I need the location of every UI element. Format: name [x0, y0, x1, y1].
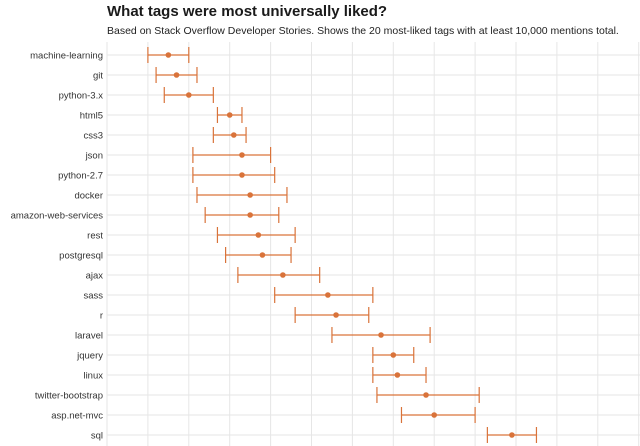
point-laravel [378, 332, 384, 338]
point-sql [509, 432, 515, 438]
y-axis-labels: machine-learning git python-3.x html5 css3 js… [11, 51, 104, 442]
point-postgresql [259, 252, 266, 258]
y-tick-label: twitter-bootstrap [35, 391, 103, 402]
point-json [239, 152, 245, 158]
point-jquery [390, 352, 397, 358]
y-tick-label: r [100, 311, 103, 322]
y-tick-label: asp.net-mvc [51, 411, 103, 422]
grid-layer [106, 42, 640, 446]
point-git [173, 72, 180, 78]
y-tick-label: docker [74, 191, 103, 202]
y-tick-label: laravel [75, 331, 103, 342]
y-tick-label: jquery [76, 351, 103, 362]
y-tick-label: machine-learning [30, 51, 103, 62]
point-machine-learning [165, 52, 172, 58]
point-sass [325, 292, 331, 298]
point-r [333, 312, 339, 318]
y-tick-label: css3 [83, 131, 103, 142]
y-tick-label: sql [91, 431, 103, 442]
point-asp.net-mvc [431, 412, 438, 418]
point-twitter-bootstrap [423, 392, 429, 398]
point-python-2.7 [239, 172, 245, 178]
point-python-3.x [186, 92, 192, 98]
y-tick-label: python-2.7 [58, 171, 103, 182]
y-tick-label: git [93, 71, 103, 82]
point-docker [247, 192, 253, 198]
point-rest [255, 232, 262, 238]
y-tick-label: linux [83, 371, 103, 382]
y-tick-label: ajax [86, 271, 104, 282]
y-tick-label: postgresql [59, 251, 103, 262]
chart-title: What tags were most universally liked? [107, 3, 388, 20]
data-marks [147, 47, 538, 443]
y-tick-label: amazon-web-services [11, 211, 104, 222]
chart-subtitle: Based on Stack Overflow Developer Storie… [107, 25, 619, 37]
y-tick-label: python-3.x [59, 91, 104, 102]
y-tick-label: json [85, 151, 103, 162]
point-css3 [230, 132, 237, 138]
point-ajax [280, 272, 286, 278]
y-tick-label: html5 [80, 111, 103, 122]
point-amazon-web-services [247, 212, 253, 218]
point-linux [394, 372, 401, 378]
point-html5 [226, 112, 233, 118]
y-tick-label: rest [87, 231, 103, 242]
y-tick-label: sass [83, 291, 103, 302]
